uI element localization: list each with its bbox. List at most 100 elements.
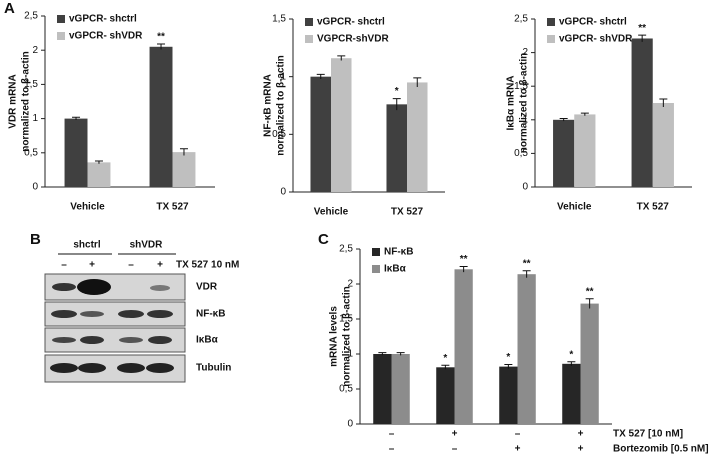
significance: ** xyxy=(586,286,594,297)
x-tick-label: TX 527 xyxy=(637,202,670,213)
blot-row: Tubulin xyxy=(196,363,231,374)
y-axis-label: IκBα mRNA xyxy=(506,75,517,130)
y-tick-label: 2 xyxy=(347,279,353,290)
band xyxy=(119,337,143,343)
legend-swatch xyxy=(547,35,555,43)
significance: * xyxy=(395,86,399,97)
error-bar xyxy=(504,364,513,369)
bar xyxy=(580,303,599,424)
legend-label: IκBα xyxy=(384,264,407,275)
bar xyxy=(652,103,674,187)
bar xyxy=(331,58,352,192)
significance: ** xyxy=(157,32,165,43)
western-blot: shctrl shVDR – + – + TX 527 10 nM VDR NF… xyxy=(44,240,239,383)
bar xyxy=(386,104,407,192)
legend-swatch xyxy=(305,18,313,26)
y-tick-label: 2 xyxy=(522,47,528,58)
error-bar xyxy=(413,77,422,88)
band xyxy=(117,363,145,373)
error-bar xyxy=(580,112,589,116)
y-axis-label: mRNA levels xyxy=(329,306,340,367)
bar xyxy=(631,38,653,187)
error-bar xyxy=(585,298,594,309)
band xyxy=(146,363,174,373)
y-tick-label: 1 xyxy=(347,349,353,360)
blot-row: NF-κB xyxy=(196,309,225,320)
significance: * xyxy=(506,352,510,363)
y-axis-label: NF-κB mRNA xyxy=(263,74,274,137)
y-axis-label: normalized to β-actin xyxy=(21,51,32,152)
x-tick-label: TX 527 xyxy=(391,207,424,218)
error-bar xyxy=(659,98,668,108)
bar xyxy=(574,114,596,187)
treatment-sign: – xyxy=(389,429,395,440)
blot-row: IκBα xyxy=(196,335,219,346)
bar xyxy=(391,354,410,424)
legend-label: vGPCR- shctrl xyxy=(559,17,627,28)
bar xyxy=(373,354,392,424)
error-bar xyxy=(337,55,346,61)
chart: 0 0,5 1 1,5 NF-κB mRNA normalized to β-actin V… xyxy=(263,14,445,218)
legend-swatch xyxy=(547,18,555,26)
y-tick-label: 1,5 xyxy=(514,81,528,92)
error-bar xyxy=(378,352,387,356)
band xyxy=(52,283,76,291)
bar xyxy=(64,118,88,187)
bar xyxy=(407,82,428,192)
bar xyxy=(436,367,455,424)
y-tick-label: 0,5 xyxy=(24,147,38,158)
blot-group: shVDR xyxy=(130,240,164,251)
band xyxy=(148,336,172,344)
bar xyxy=(172,152,196,187)
x-tick-label: Vehicle xyxy=(70,202,105,213)
y-tick-label: 0,5 xyxy=(514,148,528,159)
band xyxy=(80,336,104,344)
y-tick-label: 0 xyxy=(347,419,353,430)
y-tick-label: 1,5 xyxy=(272,14,286,25)
y-tick-label: 2,5 xyxy=(514,14,528,25)
panel-label: B xyxy=(30,231,41,248)
significance: ** xyxy=(460,254,468,265)
bar xyxy=(517,274,536,424)
significance: * xyxy=(569,349,573,360)
treatment-sign: – xyxy=(389,444,395,455)
error-bar xyxy=(638,34,647,42)
blot-lane: + xyxy=(157,260,163,271)
error-bar xyxy=(316,73,325,79)
error-bar xyxy=(94,160,103,164)
treatment-label: Bortezomib [0.5 nM] xyxy=(613,444,709,455)
y-tick-label: 1 xyxy=(522,114,528,125)
bar xyxy=(149,46,173,187)
chart: 0 0,5 1 1,5 2 2,5 IκBα mRNA normalized to β-act… xyxy=(506,14,692,213)
y-tick-label: 1,5 xyxy=(24,79,38,90)
blot-row: VDR xyxy=(196,282,218,293)
chart: 0 0,5 1 1,5 2 2,5 mRNA levels normalized to β-a… xyxy=(329,244,709,455)
bar xyxy=(562,363,581,424)
legend-label: vGPCR- shctrl xyxy=(317,17,385,28)
x-tick-label: Vehicle xyxy=(314,207,349,218)
treatment-sign: + xyxy=(578,444,584,455)
y-axis-label: normalized to β-actin xyxy=(519,53,530,154)
legend-label: NF-κB xyxy=(384,247,413,258)
chart: 0 0,5 1 1,5 2 2,5 VDR mRNA normalized to β-acti… xyxy=(8,11,215,213)
legend-label: vGPCR- shVDR xyxy=(69,31,143,42)
y-tick-label: 0 xyxy=(522,182,528,193)
treatment-label: TX 527 [10 nM] xyxy=(613,429,683,440)
y-axis-label: normalized to β-actin xyxy=(276,55,287,156)
blot-lane: – xyxy=(61,260,67,271)
significance: ** xyxy=(638,23,646,34)
legend-swatch xyxy=(372,265,380,273)
blot-treatment: TX 527 10 nM xyxy=(176,260,239,271)
y-tick-label: 2,5 xyxy=(339,244,353,255)
error-bar xyxy=(459,266,468,273)
error-bar xyxy=(392,98,401,111)
treatment-sign: + xyxy=(452,429,458,440)
error-bar xyxy=(522,270,531,278)
bar xyxy=(553,119,575,187)
significance: ** xyxy=(523,258,531,269)
treatment-sign: – xyxy=(452,444,458,455)
legend-swatch xyxy=(57,15,65,23)
band xyxy=(52,337,76,343)
blot-lane: – xyxy=(128,260,134,271)
y-tick-label: 0,5 xyxy=(272,129,286,140)
